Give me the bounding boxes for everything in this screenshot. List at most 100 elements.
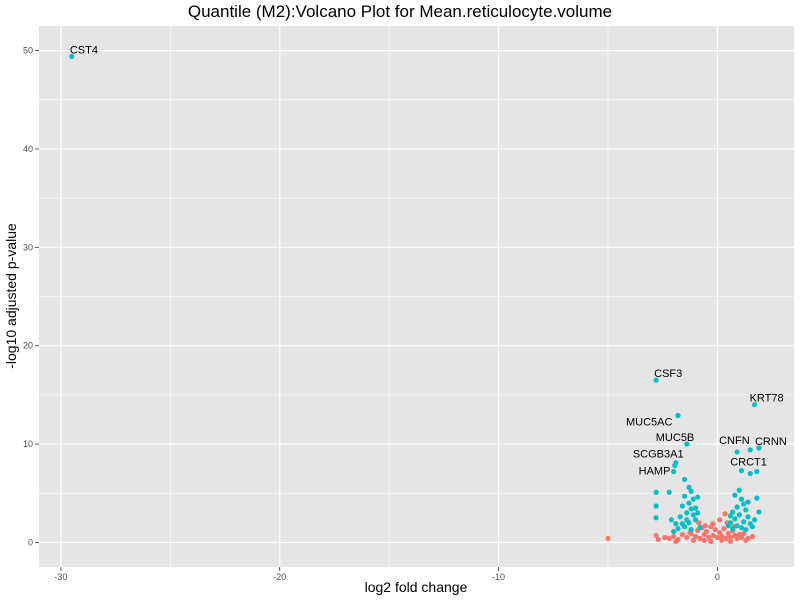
data-point bbox=[653, 377, 659, 383]
y-tick-label: 40 bbox=[23, 144, 33, 154]
data-point bbox=[672, 463, 678, 469]
data-point bbox=[697, 525, 703, 531]
point-label: HAMP bbox=[639, 466, 671, 478]
data-point bbox=[723, 535, 729, 542]
data-point bbox=[749, 533, 756, 540]
data-point bbox=[756, 445, 762, 451]
data-point bbox=[679, 503, 685, 509]
data-point bbox=[745, 514, 751, 520]
data-point bbox=[719, 537, 725, 544]
data-point bbox=[747, 470, 753, 477]
point-label: MUC5AC bbox=[626, 417, 673, 429]
y-axis-title: -log10 adjusted p-value bbox=[3, 223, 19, 369]
point-label: CST4 bbox=[70, 44, 98, 56]
data-point bbox=[679, 531, 685, 538]
data-point bbox=[741, 530, 747, 537]
data-point bbox=[671, 528, 677, 535]
data-point bbox=[690, 537, 696, 544]
data-point bbox=[734, 523, 740, 529]
data-point bbox=[727, 534, 734, 541]
point-label: CRNN bbox=[755, 436, 787, 448]
data-point bbox=[708, 538, 714, 545]
data-point bbox=[743, 527, 749, 533]
data-point bbox=[666, 535, 672, 542]
data-point bbox=[734, 504, 740, 510]
data-point bbox=[752, 517, 758, 523]
data-point bbox=[722, 511, 728, 517]
data-point bbox=[675, 412, 681, 419]
data-point bbox=[695, 494, 701, 500]
point-labels: CST4 CSF3 KRT78 MUC5AC MUC5B CNFN CRNN SCGB3A1 C… bbox=[70, 44, 787, 477]
data-point bbox=[681, 493, 688, 499]
data-point bbox=[754, 495, 760, 501]
data-point bbox=[736, 512, 742, 518]
data-point bbox=[727, 513, 734, 519]
data-point bbox=[721, 526, 727, 532]
data-point bbox=[653, 503, 659, 509]
data-point bbox=[684, 441, 690, 447]
data-point bbox=[662, 534, 668, 541]
data-point bbox=[730, 509, 736, 515]
data-point bbox=[671, 468, 677, 475]
data-point bbox=[653, 515, 659, 521]
data-point bbox=[668, 517, 675, 523]
data-point bbox=[666, 489, 672, 495]
data-point bbox=[725, 530, 731, 537]
x-tick-label: 0 bbox=[715, 572, 720, 582]
data-point bbox=[745, 499, 751, 505]
data-point bbox=[692, 533, 699, 540]
data-point bbox=[725, 523, 731, 529]
data-point bbox=[716, 529, 723, 536]
data-point bbox=[688, 527, 694, 533]
data-point bbox=[673, 521, 679, 527]
data-point bbox=[702, 523, 708, 529]
x-tick-label: -30 bbox=[54, 572, 67, 582]
data-point bbox=[690, 512, 696, 518]
data-point bbox=[738, 496, 745, 502]
data-points bbox=[69, 53, 762, 545]
data-point bbox=[605, 535, 611, 542]
data-point bbox=[714, 534, 721, 541]
data-point bbox=[686, 500, 692, 506]
major-gridlines bbox=[39, 26, 794, 567]
data-point bbox=[719, 533, 725, 540]
data-point bbox=[752, 402, 758, 408]
data-point bbox=[692, 517, 699, 523]
data-point bbox=[710, 521, 716, 527]
data-point bbox=[716, 517, 723, 523]
y-tick-label: 0 bbox=[28, 537, 33, 547]
data-point bbox=[69, 53, 75, 60]
data-point bbox=[703, 528, 710, 535]
data-point bbox=[738, 525, 745, 531]
point-label: CRCT1 bbox=[730, 457, 767, 469]
data-point bbox=[734, 449, 740, 455]
x-tick-label: -10 bbox=[492, 572, 505, 582]
data-point bbox=[695, 510, 701, 516]
point-label: MUC5B bbox=[656, 432, 695, 444]
data-point bbox=[706, 534, 712, 541]
chart-title: Quantile (M2):Volcano Plot for Mean.reti… bbox=[187, 2, 613, 21]
data-point bbox=[734, 535, 740, 542]
data-point bbox=[653, 532, 659, 539]
y-tick-label: 30 bbox=[23, 242, 33, 252]
data-point bbox=[741, 519, 747, 525]
data-point bbox=[684, 534, 690, 541]
data-point bbox=[688, 506, 694, 512]
data-point bbox=[747, 447, 753, 453]
point-label: KRT78 bbox=[750, 393, 784, 405]
data-point bbox=[756, 509, 762, 515]
point-label: SCGB3A1 bbox=[633, 449, 684, 461]
data-point bbox=[675, 526, 681, 532]
data-point bbox=[679, 521, 685, 527]
y-tick-label: 50 bbox=[23, 46, 33, 56]
axis-ticks bbox=[35, 50, 718, 571]
data-point bbox=[688, 488, 694, 494]
data-point bbox=[673, 538, 679, 545]
data-point bbox=[749, 524, 756, 530]
point-label: CNFN bbox=[719, 435, 750, 447]
data-point bbox=[732, 492, 738, 498]
data-point bbox=[743, 507, 749, 513]
data-point bbox=[684, 517, 690, 523]
data-point bbox=[697, 535, 703, 542]
